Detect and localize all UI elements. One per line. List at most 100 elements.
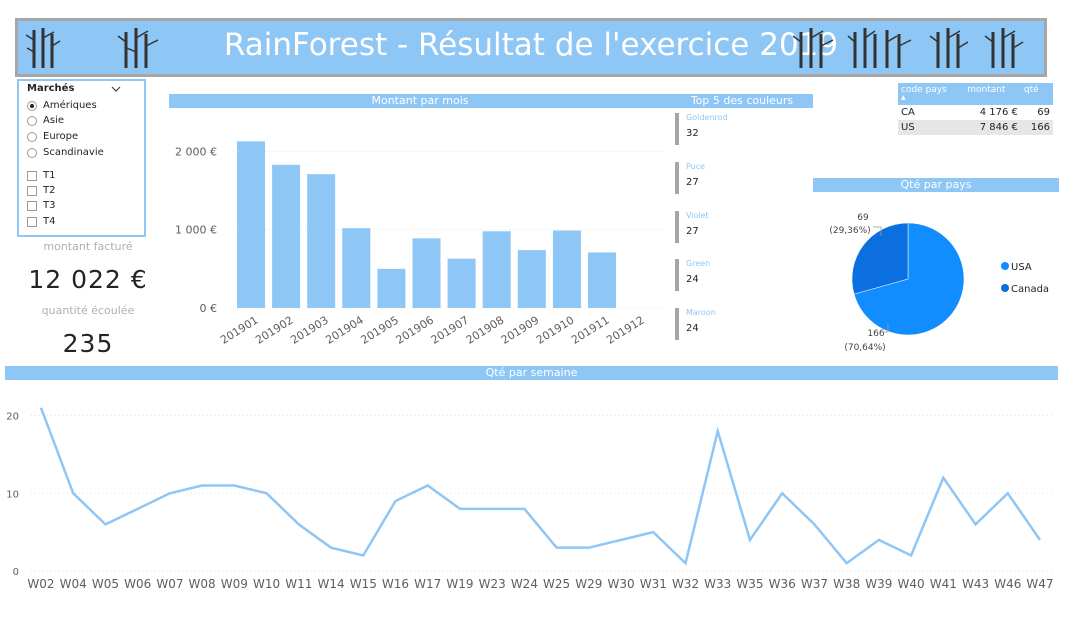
x-tick-label: 201907 <box>429 314 472 347</box>
top5-panel: Goldenrod 32 Puce 27 Violet 27 Green 24 Maro… <box>671 108 813 366</box>
x-tick-label: 201909 <box>499 314 542 347</box>
color-name: Maroon <box>686 308 716 317</box>
series-line[interactable] <box>39 407 1042 566</box>
bamboo-icon <box>792 28 834 68</box>
slicer-option-t2[interactable]: T2 <box>27 185 55 196</box>
x-tick-label: W05 <box>92 577 119 591</box>
color-name: Goldenrod <box>686 113 728 122</box>
x-tick-label: W04 <box>60 577 87 591</box>
slice-percent-label: (70,64%) <box>844 343 885 353</box>
table-cell: CA <box>901 107 915 118</box>
column-header[interactable]: montant <box>967 85 1006 95</box>
x-tick-label: W24 <box>511 577 538 591</box>
chevron-down-icon[interactable] <box>111 85 121 93</box>
table-cell: 166 <box>1030 122 1050 133</box>
x-tick-label: W39 <box>865 577 892 591</box>
slicer-title: Marchés <box>27 83 75 94</box>
x-tick-label: 201911 <box>569 314 612 347</box>
checkbox[interactable] <box>27 216 37 227</box>
bar[interactable] <box>412 238 441 308</box>
x-tick-label: 201912 <box>604 314 647 347</box>
x-tick-label: W15 <box>350 577 377 591</box>
slicer-option-t1[interactable]: T1 <box>27 170 55 181</box>
bar[interactable] <box>377 268 406 308</box>
slicer-option-t3[interactable]: T3 <box>27 200 55 211</box>
x-tick-label: W38 <box>833 577 860 591</box>
slice-value-label: 69 <box>857 213 869 223</box>
sort-icon: ▲ <box>901 94 906 101</box>
y-tick-label: 0 <box>13 567 19 578</box>
color-value: 24 <box>686 274 699 285</box>
table-cell: 4 176 € <box>979 107 1018 118</box>
table-cell: US <box>901 122 915 133</box>
checkbox[interactable] <box>27 200 37 211</box>
bar[interactable] <box>552 230 581 308</box>
table-header-row: code pays ▲ montant qté <box>898 83 1053 105</box>
column-header[interactable]: qté <box>1023 85 1039 95</box>
bar[interactable] <box>588 252 616 308</box>
top5-card: Goldenrod 32 <box>675 113 765 145</box>
x-tick-label: W43 <box>962 577 989 591</box>
x-tick-label: W37 <box>801 577 828 591</box>
bar[interactable] <box>342 228 371 308</box>
radio-button[interactable] <box>27 100 37 111</box>
table-cell: 7 846 € <box>979 122 1018 133</box>
legend-label[interactable]: Canada <box>1011 284 1049 295</box>
slicer-option-t4[interactable]: T4 <box>27 216 55 227</box>
x-tick-label: W08 <box>189 577 216 591</box>
x-tick-label: W16 <box>382 577 409 591</box>
x-tick-label: W23 <box>479 577 506 591</box>
top5-card: Puce 27 <box>675 162 765 194</box>
bar[interactable] <box>447 258 476 308</box>
radio-button[interactable] <box>27 147 37 158</box>
x-tick-label: W06 <box>124 577 151 591</box>
color-value: 32 <box>686 128 699 139</box>
y-tick-label: 0 € <box>200 302 218 315</box>
color-value: 27 <box>686 226 699 237</box>
x-tick-label: 201903 <box>288 314 331 347</box>
bar[interactable] <box>307 174 336 308</box>
table-cell: 69 <box>1037 107 1050 118</box>
color-name: Green <box>686 259 711 268</box>
slicer-option-asie[interactable]: Asie <box>27 115 64 126</box>
bar[interactable] <box>237 141 265 308</box>
checkbox[interactable] <box>27 170 37 181</box>
pie-slice[interactable] <box>853 222 965 336</box>
bar[interactable] <box>517 250 546 308</box>
bamboo-icon <box>929 28 969 68</box>
top5-title: Top 5 des couleurs <box>671 94 813 108</box>
x-tick-label: W46 <box>994 577 1021 591</box>
pie-chart: 69 (29,36%) 166 (70,64%) USA Canada <box>829 213 1049 353</box>
bamboo-icon <box>847 28 912 68</box>
leader-line <box>883 323 889 333</box>
legend-marker <box>1001 262 1009 270</box>
x-tick-label: 201902 <box>253 314 296 347</box>
bamboo-icon <box>25 28 61 68</box>
x-tick-label: W02 <box>27 577 54 591</box>
pie-slice[interactable] <box>851 222 909 295</box>
x-tick-label: W36 <box>769 577 796 591</box>
slice-percent-label: (29,36%) <box>829 226 870 236</box>
slicer-option-scandinavie[interactable]: Scandinavie <box>27 147 104 158</box>
column-header[interactable]: code pays ▲ <box>898 83 964 105</box>
x-tick-label: 201910 <box>534 314 577 347</box>
line-chart: 0 10 20 W02 W04 W05 W06 W07 W08 W09 W10 W11 W14 W15 W1… <box>6 407 1055 591</box>
radio-button[interactable] <box>27 131 37 142</box>
x-tick-label: W19 <box>446 577 473 591</box>
x-tick-label: 201901 <box>218 314 261 347</box>
amount-label: montant facturé <box>43 240 133 253</box>
quantity-label: quantité écoulée <box>41 304 135 317</box>
checkbox[interactable] <box>27 185 37 196</box>
radio-button[interactable] <box>27 115 37 126</box>
slicer-option-ameriques[interactable]: Amériques <box>27 100 97 111</box>
color-value: 24 <box>686 323 699 334</box>
legend-label[interactable]: USA <box>1011 262 1032 273</box>
x-tick-label: W17 <box>414 577 441 591</box>
bar[interactable] <box>272 164 301 308</box>
bar[interactable] <box>482 231 511 308</box>
x-tick-label: W47 <box>1026 577 1053 591</box>
bar-chart-title: Montant par mois <box>169 94 671 108</box>
x-tick-label: W30 <box>607 577 634 591</box>
table-row: CA 4 176 € 69 <box>898 105 1053 120</box>
slicer-option-europe[interactable]: Europe <box>27 131 78 142</box>
